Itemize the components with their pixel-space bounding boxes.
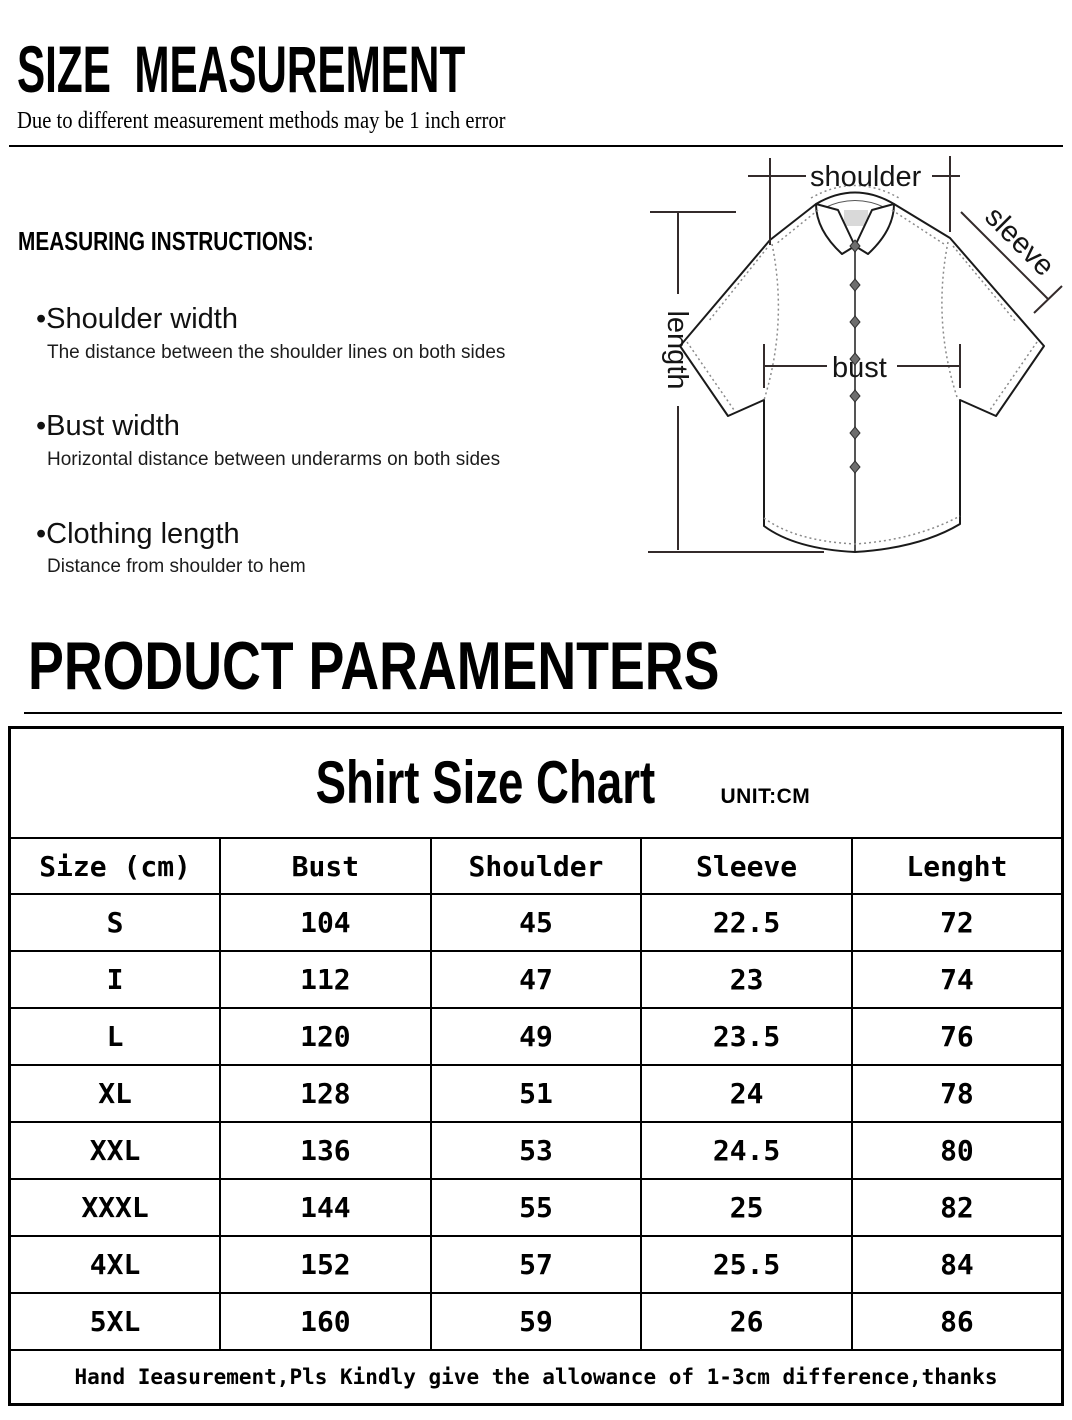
shirt-diagram-svg: shoulder sleeve length bust xyxy=(648,156,1063,553)
table-row: XL 128 51 24 78 xyxy=(8,1064,1064,1123)
table-footnote-row: Hand Ieasurement,Pls Kindly give the all… xyxy=(8,1349,1064,1406)
table-footnote: Hand Ieasurement,Pls Kindly give the all… xyxy=(8,1349,1064,1406)
size-row-label: 4XL xyxy=(8,1235,222,1294)
table-cell: 49 xyxy=(429,1007,643,1066)
table-cell: 26 xyxy=(640,1292,853,1351)
table-cell: 51 xyxy=(429,1064,643,1123)
collar-inner-arc xyxy=(823,200,887,209)
table-cell: 57 xyxy=(429,1235,643,1294)
table-cell: 86 xyxy=(850,1292,1064,1351)
size-row-label: 5XL xyxy=(8,1292,222,1351)
collar-stitch-arc xyxy=(810,184,900,199)
diagram-label-bust: bust xyxy=(832,352,887,384)
column-header: Lenght xyxy=(850,837,1064,895)
instruction-desc: Distance from shoulder to hem xyxy=(47,555,306,577)
collar-band xyxy=(815,191,895,205)
table-row: S 104 45 22.5 72 xyxy=(8,893,1064,952)
table-row: 4XL 152 57 25.5 84 xyxy=(8,1235,1064,1294)
table-cell: 82 xyxy=(850,1178,1064,1237)
table-cell: 23.5 xyxy=(640,1007,853,1066)
table-cell: 128 xyxy=(219,1064,432,1123)
table-row: 5XL 160 59 26 86 xyxy=(8,1292,1064,1351)
table-cell: 59 xyxy=(429,1292,643,1351)
product-parameters-heading: PRODUCT PARAMENTERS xyxy=(28,628,720,704)
size-row-label: XXL xyxy=(8,1121,222,1180)
shirt-outline xyxy=(679,203,1045,553)
size-row-label: XXXL xyxy=(8,1178,222,1237)
instruction-desc: Horizontal distance between underarms on… xyxy=(47,448,501,470)
shirt-size-chart-table: Shirt Size Chart UNIT:CM Size (cm) Bust … xyxy=(8,726,1064,1406)
table-cell: 72 xyxy=(850,893,1064,952)
table-cell: 160 xyxy=(219,1292,432,1351)
instruction-item: •Shoulder width The distance between the… xyxy=(18,303,608,363)
chart-unit-label: UNIT:CM xyxy=(720,785,811,808)
chart-title: Shirt Size Chart xyxy=(315,749,655,816)
column-header: Size (cm) xyxy=(8,837,222,895)
table-row: XXXL 144 55 25 82 xyxy=(8,1178,1064,1237)
page-title: SIZE MEASUREMENT xyxy=(17,32,466,106)
page-subtitle: Due to different measurement methods may… xyxy=(17,108,506,134)
table-cell: 144 xyxy=(219,1178,432,1237)
column-header: Bust xyxy=(219,837,432,895)
stitching xyxy=(686,209,1038,545)
table-cell: 112 xyxy=(219,950,432,1009)
instruction-item: •Clothing length Distance from shoulder … xyxy=(18,518,608,578)
instruction-term: •Shoulder width xyxy=(36,303,238,336)
table-cell: 80 xyxy=(850,1121,1064,1180)
instruction-desc: The distance between the shoulder lines … xyxy=(47,341,506,363)
size-row-label: L xyxy=(8,1007,222,1066)
table-cell: 55 xyxy=(429,1178,643,1237)
table-cell: 22.5 xyxy=(640,893,853,952)
table-header-row: Size (cm) Bust Shoulder Sleeve Lenght xyxy=(8,837,1064,895)
shirt-measurement-diagram: shoulder sleeve length bust xyxy=(630,148,1072,600)
chart-title-line: Shirt Size Chart UNIT:CM xyxy=(11,753,1061,813)
table-cell: 25.5 xyxy=(640,1235,853,1294)
column-header: Shoulder xyxy=(429,837,643,895)
table-cell: 47 xyxy=(429,950,643,1009)
divider-line xyxy=(9,145,1063,147)
size-row-label: I xyxy=(8,950,222,1009)
instruction-item: •Bust width Horizontal distance between … xyxy=(18,410,608,470)
measuring-instructions: MEASURING INSTRUCTIONS: •Shoulder width … xyxy=(18,226,608,625)
diagram-label-shoulder: shoulder xyxy=(810,161,922,193)
instructions-heading: MEASURING INSTRUCTIONS: xyxy=(18,226,314,256)
table-cell: 53 xyxy=(429,1121,643,1180)
size-row-label: S xyxy=(8,893,222,952)
table-title-row: Shirt Size Chart UNIT:CM xyxy=(8,726,1064,839)
table-cell: 104 xyxy=(219,893,432,952)
table-cell: 120 xyxy=(219,1007,432,1066)
table-cell: 76 xyxy=(850,1007,1064,1066)
table-cell: 84 xyxy=(850,1235,1064,1294)
table-row: XXL 136 53 24.5 80 xyxy=(8,1121,1064,1180)
table-cell: 45 xyxy=(429,893,643,952)
instruction-term: •Bust width xyxy=(36,410,180,443)
table-cell: 23 xyxy=(640,950,853,1009)
table-cell: 24.5 xyxy=(640,1121,853,1180)
divider-line xyxy=(24,712,1062,714)
measure-lines xyxy=(648,156,1063,553)
column-header: Sleeve xyxy=(640,837,853,895)
table-cell: 24 xyxy=(640,1064,853,1123)
diagram-label-length: length xyxy=(661,310,693,389)
table-cell: 25 xyxy=(640,1178,853,1237)
table-row: L 120 49 23.5 76 xyxy=(8,1007,1064,1066)
table-cell: 74 xyxy=(850,950,1064,1009)
collar-label xyxy=(844,210,868,226)
size-row-label: XL xyxy=(8,1064,222,1123)
instruction-term: •Clothing length xyxy=(36,517,240,550)
table-cell: 136 xyxy=(219,1121,432,1180)
button-icons xyxy=(849,239,861,474)
table-row: I 112 47 23 74 xyxy=(8,950,1064,1009)
table-cell: 152 xyxy=(219,1235,432,1294)
table-cell: 78 xyxy=(850,1064,1064,1123)
